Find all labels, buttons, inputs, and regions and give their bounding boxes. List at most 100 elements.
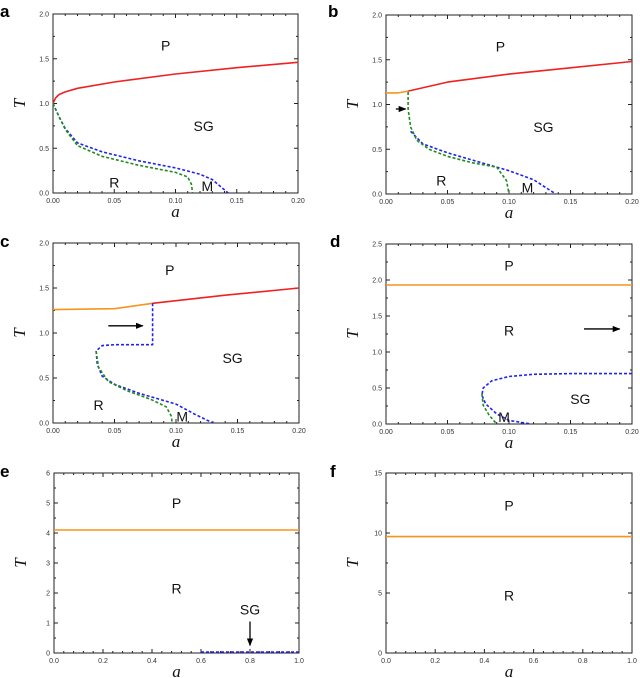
y-axis-label: T (343, 557, 362, 568)
x-tick-label: 0.0 (381, 658, 391, 665)
y-tick-label: 1 (46, 621, 50, 628)
y-tick-label: 1.5 (39, 286, 49, 293)
panel-label: f (330, 462, 336, 481)
region-label: M (522, 180, 534, 196)
region-label: SG (240, 602, 260, 618)
series-line-dashed-2 (52, 103, 194, 194)
x-tick-label: 0.15 (230, 198, 244, 205)
x-tick-label: 0.0 (49, 658, 59, 665)
x-tick-label: 0.4 (147, 658, 157, 665)
y-tick-label: 0.5 (372, 147, 382, 154)
y-tick-label: 1.0 (372, 350, 382, 357)
x-tick-label: 0.05 (441, 429, 455, 436)
x-axis-label: a (505, 203, 514, 222)
y-tick-label: 0.5 (39, 146, 49, 153)
x-axis-label: a (171, 202, 180, 221)
x-tick-label: 0.00 (379, 429, 393, 436)
region-label: SG (570, 391, 590, 407)
series-line-solid-1 (407, 60, 633, 92)
y-tick-label: 10 (374, 531, 382, 538)
y-tick-label: 4 (46, 531, 50, 538)
region-label: M (176, 409, 188, 425)
y-tick-label: 2.0 (39, 241, 49, 248)
x-tick-label: 0.15 (564, 429, 578, 436)
y-axis-label: T (343, 98, 362, 109)
y-tick-label: 0.0 (372, 192, 382, 199)
y-tick-label: 2.0 (39, 12, 49, 19)
series-line-solid-0 (52, 61, 299, 104)
region-label: R (171, 581, 181, 597)
x-tick-label: 0.15 (231, 428, 245, 435)
x-tick-label: 0.10 (169, 428, 183, 435)
series-line-solid-1 (152, 287, 300, 305)
region-label: R (504, 322, 514, 338)
series-line-dashed-3 (407, 92, 510, 195)
panel-b: b 0.00 0.05 0.10 0.15 0.20 0.0 0.5 1.0 1.5 2.0 a T P S… (328, 2, 639, 222)
x-tick-label: 0.10 (169, 198, 183, 205)
series-line-solid-0 (52, 302, 153, 311)
plot-frame (52, 13, 299, 194)
region-label: P (172, 495, 181, 511)
x-axis-label: a (172, 432, 181, 451)
y-tick-label: 1.0 (39, 101, 49, 108)
panel-label: e (0, 462, 9, 481)
region-label: SG (194, 118, 214, 134)
x-axis-label: a (505, 433, 514, 452)
y-tick-label: 1.0 (39, 331, 49, 338)
x-axis-label: a (505, 662, 514, 678)
x-tick-label: 1.0 (294, 658, 304, 665)
x-tick-label: 0.20 (292, 428, 306, 435)
y-tick-label: 0 (46, 651, 50, 658)
y-tick-label: 0.0 (372, 422, 382, 429)
y-tick-label: 5 (46, 501, 50, 508)
region-label: R (504, 587, 514, 603)
region-label: R (93, 397, 103, 413)
x-tick-label: 0.00 (46, 428, 60, 435)
y-tick-label: 0.5 (39, 376, 49, 383)
y-axis-label: T (10, 97, 29, 108)
y-tick-label: 0.5 (372, 386, 382, 393)
series-line-dashed-2 (481, 393, 498, 425)
plot-frame (52, 242, 300, 424)
panel-d: d 0.00 0.05 0.10 0.15 0.20 0.0 0.5 1.0 1.5 2.0 2.5 a… (330, 232, 639, 452)
x-tick-label: 1.0 (627, 658, 637, 665)
y-axis-label: T (11, 557, 30, 568)
y-tick-label: 5 (378, 591, 382, 598)
panel-label: d (330, 232, 340, 251)
x-tick-label: 0.00 (46, 198, 60, 205)
x-tick-label: 0.20 (625, 429, 639, 436)
series-line-dashed-2 (95, 303, 214, 424)
x-tick-label: 0.2 (98, 658, 108, 665)
y-tick-label: 3 (46, 561, 50, 568)
panel-a: a 0.00 0.05 0.10 0.15 0.20 0.0 0.5 1.0 1.5 2.0 a T P S… (0, 2, 305, 221)
x-tick-label: 0.8 (245, 658, 255, 665)
y-tick-label: 1.5 (39, 56, 49, 63)
x-tick-label: 0.10 (502, 199, 516, 206)
y-tick-label: 2 (46, 591, 50, 598)
y-tick-label: 0.0 (39, 421, 49, 428)
region-label: P (161, 37, 170, 53)
x-tick-label: 0.8 (578, 658, 588, 665)
x-tick-label: 0.6 (196, 658, 206, 665)
y-tick-label: 2.5 (372, 242, 382, 249)
y-tick-label: 0 (378, 651, 382, 658)
series-line-dashed-3 (95, 350, 174, 424)
x-tick-label: 0.00 (379, 199, 393, 206)
region-label: SG (533, 119, 553, 135)
x-tick-label: 0.05 (107, 198, 121, 205)
x-tick-label: 0.6 (529, 658, 539, 665)
y-tick-label: 1.0 (372, 102, 382, 109)
region-label: SG (222, 350, 242, 366)
x-tick-label: 0.20 (625, 199, 639, 206)
panel-f: f 0.0 0.2 0.4 0.6 0.8 1.0 0 5 10 15 a T P R (330, 462, 637, 678)
region-label: P (504, 258, 513, 274)
y-tick-label: 1.5 (372, 57, 382, 64)
x-tick-label: 0.15 (564, 199, 578, 206)
panel-c: c 0.00 0.05 0.10 0.15 0.20 0.0 0.5 1.0 1.5 2.0 a T P S… (0, 232, 306, 451)
region-label: M (202, 178, 214, 194)
series-line-dashed-1 (481, 372, 632, 425)
y-tick-label: 6 (46, 471, 50, 478)
y-axis-label: T (343, 328, 362, 339)
y-tick-label: 1.5 (372, 314, 382, 321)
